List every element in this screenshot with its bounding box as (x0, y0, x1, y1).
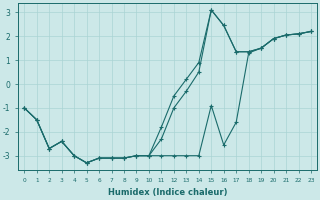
X-axis label: Humidex (Indice chaleur): Humidex (Indice chaleur) (108, 188, 228, 197)
